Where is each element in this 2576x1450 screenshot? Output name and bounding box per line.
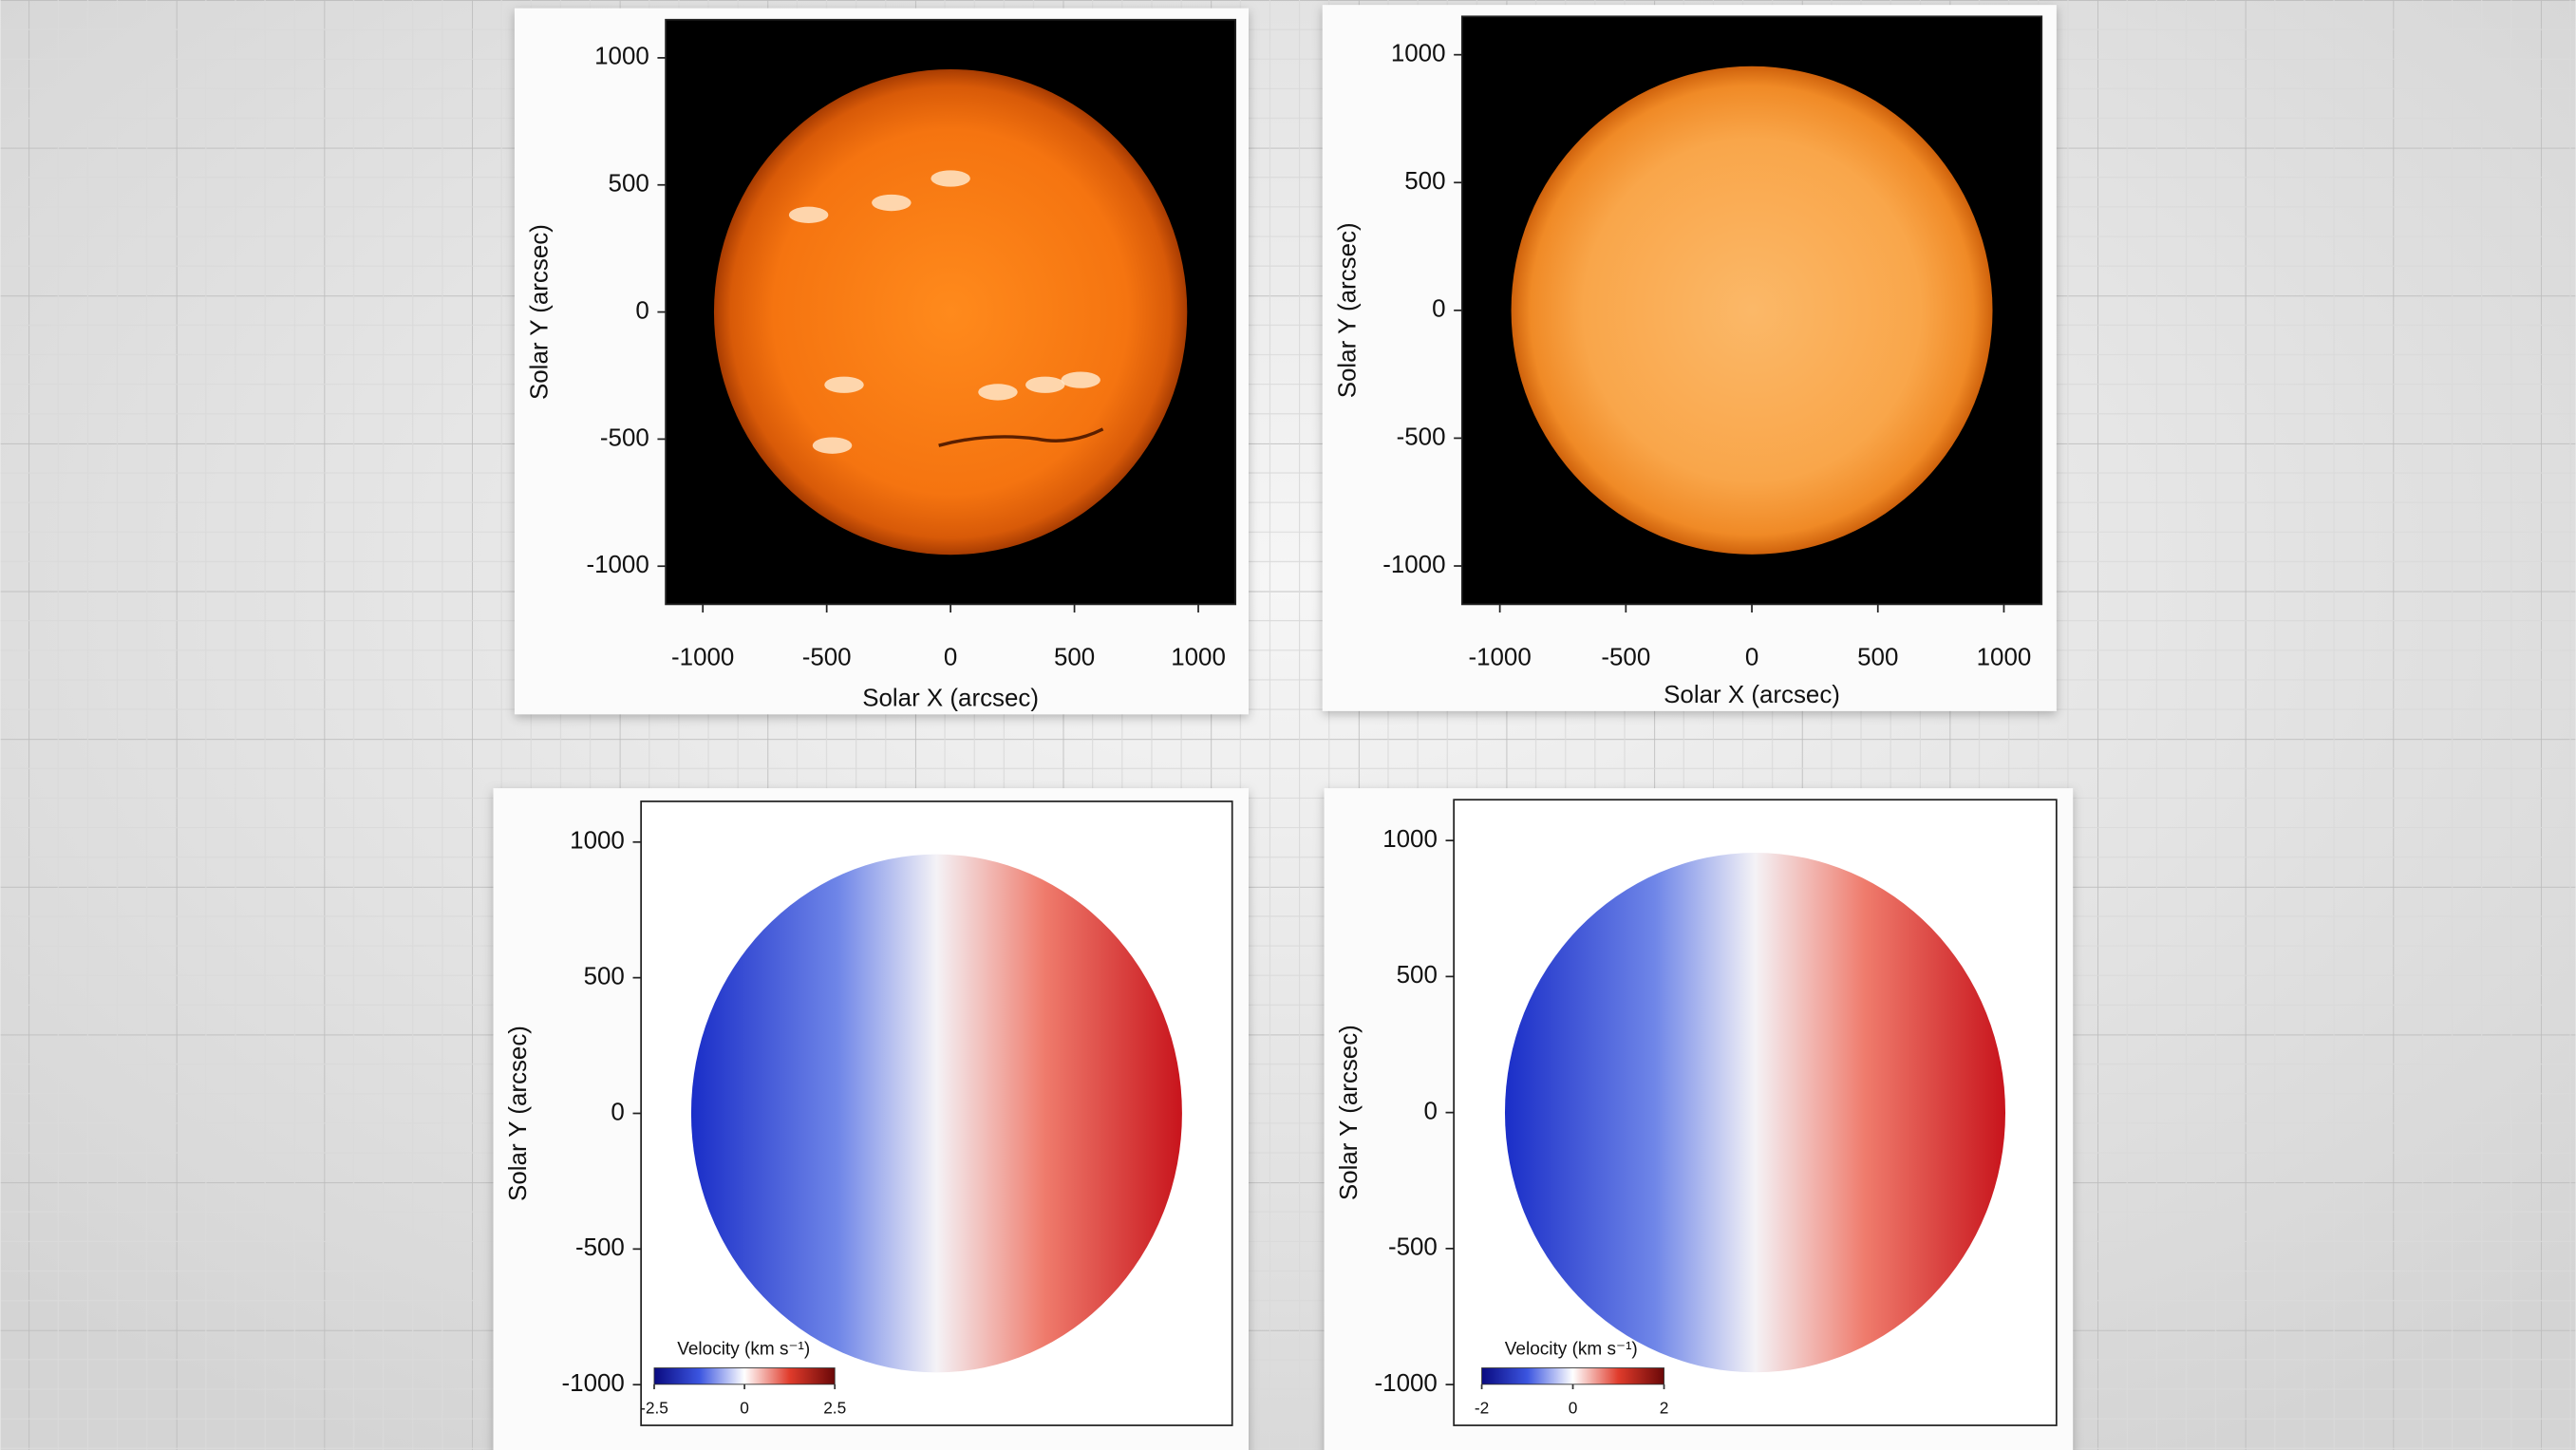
filament [938,427,1104,447]
y-tick-label: 500 [584,963,625,989]
y-axis-label: Solar Y (arcsec) [526,224,553,400]
colorbar-tick-label: -2 [1475,1398,1489,1417]
y-tick-label: 0 [1423,1098,1437,1124]
y-tick-label: 0 [635,297,649,324]
panel: -1000 -500 0 500 1000 -1000 -500 0 500 1000 Solar … [1322,5,2057,711]
y-tick-label: 0 [611,1099,624,1125]
y-tick-label: 1000 [594,44,649,70]
x-tick-label: -500 [802,644,852,670]
x-tick-label: 0 [944,644,957,670]
y-tick-label: -1000 [586,552,649,578]
y-tick-label: 500 [1404,168,1445,195]
y-axis-label: Solar Y (arcsec) [1336,1025,1363,1200]
solar-disc [1504,853,2006,1373]
solar-disc [713,68,1188,556]
x-axis-label: Solar X (arcsec) [1664,682,1840,708]
x-tick-label: -1000 [671,644,734,670]
solar-disc [1511,66,1993,555]
y-tick-label: 500 [609,171,649,198]
y-axis-label: Solar Y (arcsec) [505,1026,532,1201]
x-tick-label: 500 [1857,644,1898,670]
y-tick-label: -500 [1388,1234,1438,1261]
plage [788,206,829,223]
solar-disc [690,854,1182,1373]
x-tick-label: 500 [1054,644,1095,670]
colorbar-label: Velocity (km s⁻¹) [1505,1340,1638,1360]
y-axis-label: Solar Y (arcsec) [1334,222,1361,398]
x-tick-label: -1000 [1468,644,1531,670]
y-tick-label: 1000 [1382,826,1438,853]
x-axis-label: Solar X (arcsec) [862,686,1039,712]
colorbar-label: Velocity (km s⁻¹) [677,1340,810,1360]
y-tick-label: 1000 [570,828,625,855]
x-tick-label: 1000 [1171,644,1226,670]
plage [824,376,864,393]
colorbar-tick-label: 0 [1569,1398,1578,1417]
x-tick-label: -500 [1601,644,1650,670]
colorbar-tick-label: 2 [1660,1398,1669,1417]
x-tick-label: 1000 [1977,644,2032,670]
colorbar [653,1367,836,1385]
x-tick-label: 0 [1745,644,1758,670]
colorbar-tick-label: 0 [740,1398,749,1417]
colorbar-tick-label: 2.5 [823,1398,846,1417]
colorbar-tick-label: -2.5 [640,1398,668,1417]
panel: -1000 -500 0 500 1000 -1000 -500 0 500 1000 Solar … [514,8,1249,715]
plage [1025,376,1065,393]
y-tick-label: 1000 [1391,41,1446,67]
plage [812,437,853,454]
plage [978,384,1018,401]
plage [872,194,912,212]
y-tick-label: 0 [1432,296,1445,323]
y-tick-label: -500 [1397,424,1446,450]
y-tick-label: -500 [575,1234,625,1261]
y-tick-label: -1000 [562,1370,625,1397]
y-tick-label: -1000 [1382,552,1445,578]
panel: -1000 -500 0 500 1000 Solar Y (arcsec) Velocit… [1324,788,2074,1450]
plage [1061,371,1100,388]
y-tick-label: 500 [1397,962,1438,989]
panel: -1000 -500 0 500 1000 Solar Y (arcsec) Velocit… [493,788,1249,1450]
colorbar [1481,1367,1664,1385]
y-tick-label: -1000 [1375,1370,1438,1397]
y-tick-label: -500 [600,424,649,451]
plage [931,170,970,187]
